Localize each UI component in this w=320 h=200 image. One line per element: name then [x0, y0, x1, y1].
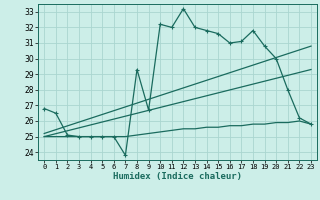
X-axis label: Humidex (Indice chaleur): Humidex (Indice chaleur): [113, 172, 242, 181]
